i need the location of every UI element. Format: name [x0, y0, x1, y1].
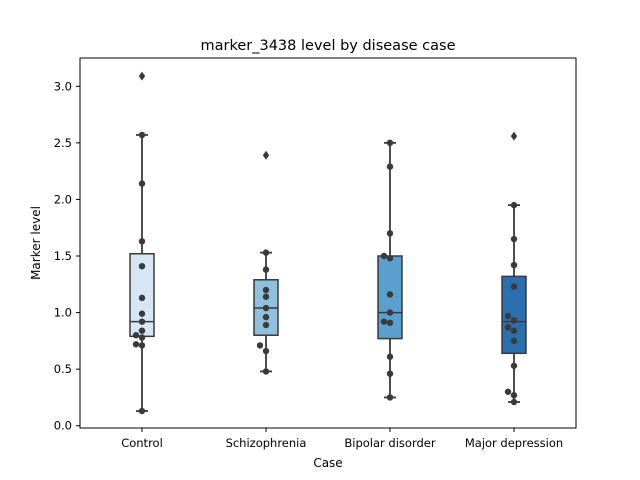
outlier-marker: [262, 150, 270, 160]
data-point: [386, 230, 394, 237]
data-point: [510, 235, 518, 243]
data-point: [510, 317, 518, 324]
y-tick-label: 0.0: [54, 419, 72, 433]
data-point: [138, 238, 146, 245]
data-point: [510, 337, 518, 345]
data-point: [262, 313, 270, 321]
data-point: [510, 327, 518, 334]
data-point: [262, 266, 270, 273]
x-tick-label: Schizophrenia: [226, 436, 307, 450]
y-tick-label: 1.5: [54, 249, 72, 263]
data-point: [510, 283, 518, 290]
data-point: [138, 342, 146, 349]
data-point: [386, 353, 394, 360]
data-point: [138, 407, 146, 415]
plot-frame: [79, 57, 577, 429]
data-point: [262, 321, 270, 329]
data-point: [386, 255, 394, 262]
y-tick-label: 0.5: [54, 362, 72, 376]
data-point: [262, 347, 270, 355]
data-point: [138, 131, 146, 139]
y-tick-label: 3.0: [54, 79, 72, 93]
data-point: [386, 309, 394, 316]
data-point: [138, 334, 146, 341]
data-point: [386, 163, 394, 170]
data-point: [380, 252, 388, 260]
data-point: [256, 342, 264, 349]
y-tick-label: 2.0: [54, 192, 72, 206]
data-point: [262, 293, 270, 300]
y-axis-label: Marker level: [29, 206, 43, 280]
data-point: [510, 201, 518, 209]
y-tick-label: 1.0: [54, 306, 72, 320]
data-point: [510, 261, 518, 269]
x-tick-label: Major depression: [465, 436, 563, 450]
data-point: [386, 291, 394, 298]
data-point: [510, 362, 518, 369]
data-point: [262, 286, 270, 294]
data-point: [138, 310, 146, 317]
data-point: [262, 304, 270, 312]
data-point: [262, 368, 270, 375]
data-point: [386, 139, 394, 147]
data-point: [504, 324, 512, 331]
chart-title: marker_3438 level by disease case: [201, 38, 456, 54]
data-point: [386, 394, 394, 401]
data-point: [138, 180, 146, 187]
data-point: [262, 249, 270, 256]
data-point: [510, 391, 518, 399]
data-point: [138, 318, 146, 325]
data-point: [386, 370, 394, 377]
data-point: [504, 388, 512, 395]
data-point: [138, 294, 146, 302]
data-point: [380, 318, 388, 325]
x-tick-label: Bipolar disorder: [344, 436, 435, 450]
data-point: [132, 332, 140, 339]
outlier-marker: [138, 71, 146, 81]
data-point: [138, 327, 146, 334]
data-point: [138, 262, 146, 270]
x-axis-label: Case: [313, 456, 342, 470]
data-point: [510, 398, 518, 406]
y-tick-label: 2.5: [54, 136, 72, 150]
data-point: [386, 319, 394, 326]
data-point: [504, 312, 512, 320]
data-point: [132, 341, 140, 348]
x-tick-label: Control: [121, 436, 163, 450]
outlier-marker: [510, 131, 518, 141]
